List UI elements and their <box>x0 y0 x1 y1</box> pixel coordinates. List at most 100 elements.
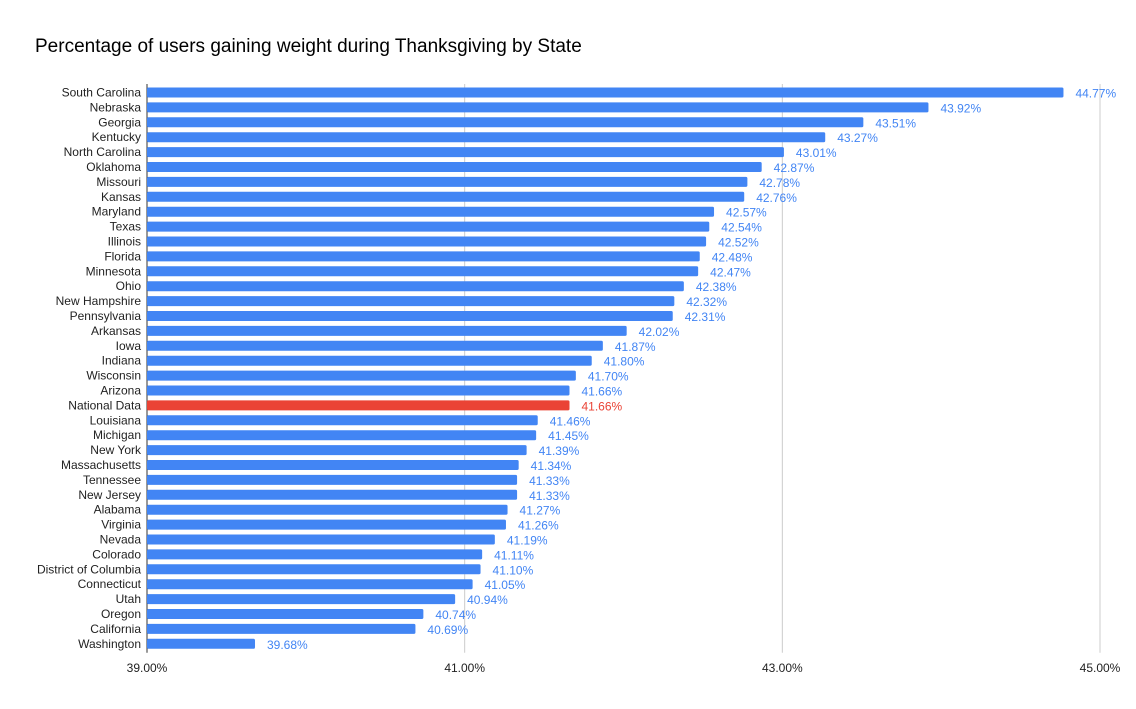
bar <box>147 206 715 217</box>
bar <box>147 162 762 172</box>
bar <box>147 266 699 277</box>
data-label: 41.66% <box>581 385 622 399</box>
bar <box>147 221 710 232</box>
category-label: California <box>90 622 141 636</box>
bar <box>147 504 508 515</box>
bar <box>147 132 826 143</box>
category-label: Alabama <box>94 503 142 517</box>
data-label: 43.92% <box>940 101 981 115</box>
data-label: 42.31% <box>685 310 726 324</box>
bar <box>147 564 481 575</box>
category-label: Missouri <box>96 175 141 189</box>
bar <box>147 325 627 336</box>
category-label: Maryland <box>92 205 141 219</box>
data-label: 41.87% <box>615 340 656 354</box>
bar <box>147 236 707 247</box>
data-label: 39.68% <box>267 638 308 652</box>
data-label: 41.33% <box>529 489 570 503</box>
category-label: South Carolina <box>62 86 142 100</box>
bars <box>147 87 1064 649</box>
data-label: 41.10% <box>493 563 534 577</box>
category-label: District of Columbia <box>37 562 141 576</box>
bar <box>147 460 519 470</box>
category-label: Virginia <box>101 518 141 532</box>
bar <box>147 296 675 307</box>
category-label: Indiana <box>102 354 142 368</box>
category-label: Georgia <box>98 115 141 129</box>
bar <box>147 534 495 545</box>
x-tick-label: 45.00% <box>1080 661 1121 675</box>
data-label: 40.69% <box>427 623 468 637</box>
data-label: 41.70% <box>588 370 629 384</box>
bar <box>147 87 1064 98</box>
category-label: Nevada <box>100 533 142 547</box>
data-label: 42.48% <box>712 250 753 264</box>
x-tick-label: 41.00% <box>444 661 485 675</box>
data-label: 42.78% <box>759 176 800 190</box>
category-label: Oregon <box>101 607 141 621</box>
data-label: 42.32% <box>686 295 727 309</box>
bar <box>147 415 538 426</box>
category-label: Texas <box>110 220 141 234</box>
data-label: 41.27% <box>520 504 561 518</box>
x-tick-label: 39.00% <box>127 661 168 675</box>
bar <box>147 609 424 619</box>
category-label: Kentucky <box>92 130 141 144</box>
bar <box>147 370 576 381</box>
bar <box>147 623 416 634</box>
x-axis-tick-labels: 39.00% 41.00% 43.00% 45.00% <box>127 661 1121 675</box>
bar <box>147 311 673 321</box>
category-label: Louisiana <box>90 413 142 427</box>
category-label: Colorado <box>92 547 141 561</box>
bar <box>147 251 700 262</box>
value-labels: 44.77%43.92%43.51%43.27%43.01%42.87%42.7… <box>267 87 1116 652</box>
bar <box>147 147 784 158</box>
bar <box>147 102 929 113</box>
category-label: Pennsylvania <box>70 309 142 323</box>
category-label: North Carolina <box>64 145 142 159</box>
chart-title: Percentage of users gaining weight durin… <box>35 36 582 57</box>
data-label: 43.27% <box>837 131 878 145</box>
bar <box>147 355 592 366</box>
data-label: 42.87% <box>774 161 815 175</box>
x-tick-label: 43.00% <box>762 661 803 675</box>
bar <box>147 430 537 441</box>
bar <box>147 385 570 396</box>
data-label: 41.45% <box>548 429 589 443</box>
data-label: 41.26% <box>518 519 559 533</box>
category-label: Washington <box>78 637 141 651</box>
category-label: Iowa <box>116 339 142 353</box>
bar <box>147 400 570 411</box>
bar <box>147 191 745 202</box>
category-label: Utah <box>116 592 141 606</box>
category-label: Tennessee <box>83 473 141 487</box>
data-label: 42.54% <box>721 221 762 235</box>
bar <box>147 474 518 485</box>
data-label: 41.05% <box>485 578 526 592</box>
data-label: 41.33% <box>529 474 570 488</box>
category-label: Michigan <box>93 428 141 442</box>
data-label: 41.11% <box>494 548 534 562</box>
category-label: New Hampshire <box>56 294 142 308</box>
bar <box>147 281 684 292</box>
bar <box>147 519 506 530</box>
bar <box>147 489 518 500</box>
bar <box>147 549 483 560</box>
data-label: 41.19% <box>507 534 548 548</box>
bar <box>147 579 473 590</box>
bar <box>147 340 603 351</box>
bar <box>147 176 748 187</box>
category-label: New Jersey <box>78 488 141 502</box>
category-label: Massachusetts <box>61 458 141 472</box>
data-label: 41.66% <box>581 399 622 413</box>
data-label: 44.77% <box>1075 87 1116 101</box>
category-labels: South CarolinaNebraskaGeorgiaKentuckyNor… <box>37 86 142 651</box>
data-label: 42.76% <box>756 191 797 205</box>
category-label: Arizona <box>100 384 141 398</box>
data-label: 43.51% <box>875 116 916 130</box>
category-label: Arkansas <box>91 324 141 338</box>
category-label: Connecticut <box>78 577 142 591</box>
data-label: 41.80% <box>604 355 645 369</box>
